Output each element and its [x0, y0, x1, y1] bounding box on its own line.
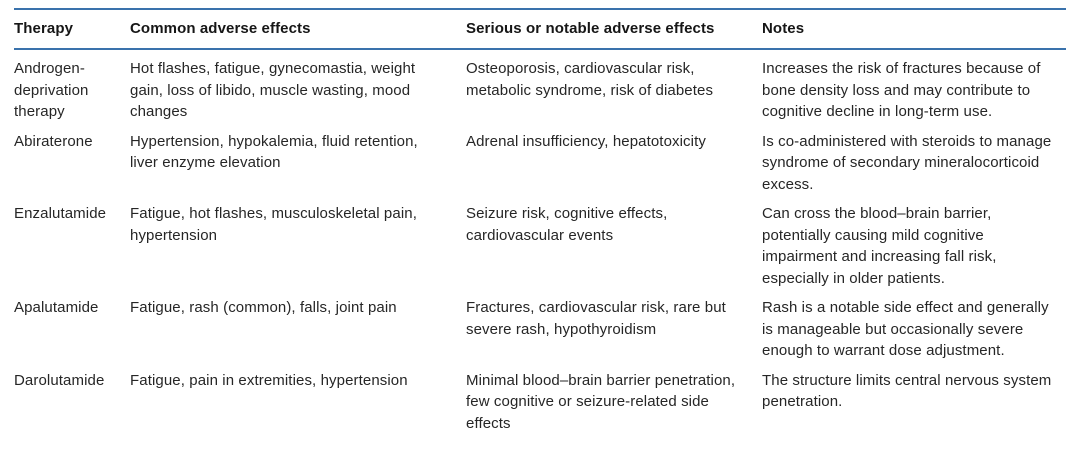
table-row-apalutamide: Apalutamide Fatigue, rash (common), fall…	[14, 289, 1066, 362]
therapy-cell: Apalutamide	[14, 299, 99, 316]
notes-cell: Can cross the blood–brain barrier, poten…	[762, 205, 997, 287]
common-effects-cell: Fatigue, rash (common), falls, joint pai…	[130, 299, 397, 316]
column-header-serious-adverse-effects: Serious or notable adverse effects	[466, 9, 762, 50]
common-effects-cell: Hot flashes, fatigue, gynecomastia, weig…	[130, 60, 416, 120]
adverse-effects-table: Therapy Common adverse effects Serious o…	[14, 8, 1066, 460]
notes-cell: Is co-administered with steroids to mana…	[762, 132, 1052, 193]
table-row-enzalutamide: Enzalutamide Fatigue, hot flashes, muscu…	[14, 195, 1066, 289]
common-effects-cell: Fatigue, pain in extremities, hypertensi…	[130, 371, 408, 389]
serious-effects-cell: Seizure risk, cognitive effects, cardiov…	[466, 205, 668, 244]
serious-effects-cell: Minimal blood–brain barrier penetration,…	[466, 371, 736, 432]
common-effects-cell: Hypertension, hypokalemia, fluid retenti…	[130, 132, 418, 172]
serious-effects-cell: Osteoporosis, cardiovascular risk, metab…	[466, 60, 714, 99]
therapy-cell: Androgen-deprivation therapy	[14, 60, 89, 120]
notes-cell: Increases the risk of fractures because …	[762, 60, 1041, 120]
notes-cell: The structure limits central nervous sys…	[762, 371, 1052, 411]
column-header-notes: Notes	[762, 9, 1066, 50]
therapy-cell: Enzalutamide	[14, 205, 107, 222]
notes-cell: Rash is a notable side effect and genera…	[762, 299, 1049, 359]
column-header-therapy: Therapy	[14, 9, 130, 50]
table-row-darolutamide: Darolutamide Fatigue, pain in extremitie…	[14, 362, 1066, 460]
column-header-common-adverse-effects: Common adverse effects	[130, 9, 466, 50]
table-row-androgen-deprivation-therapy: Androgen-deprivation therapy Hot flashes…	[14, 49, 1066, 123]
common-effects-cell: Fatigue, hot flashes, musculoskeletal pa…	[130, 205, 417, 244]
therapy-cell: Abiraterone	[14, 132, 93, 150]
serious-effects-cell: Adrenal insufficiency, hepatotoxicity	[466, 132, 706, 150]
therapy-cell: Darolutamide	[14, 371, 105, 389]
serious-effects-cell: Fractures, cardiovascular risk, rare but…	[466, 299, 726, 338]
table-row-abiraterone: Abiraterone Hypertension, hypokalemia, f…	[14, 123, 1066, 196]
table-header-row: Therapy Common adverse effects Serious o…	[14, 9, 1066, 50]
